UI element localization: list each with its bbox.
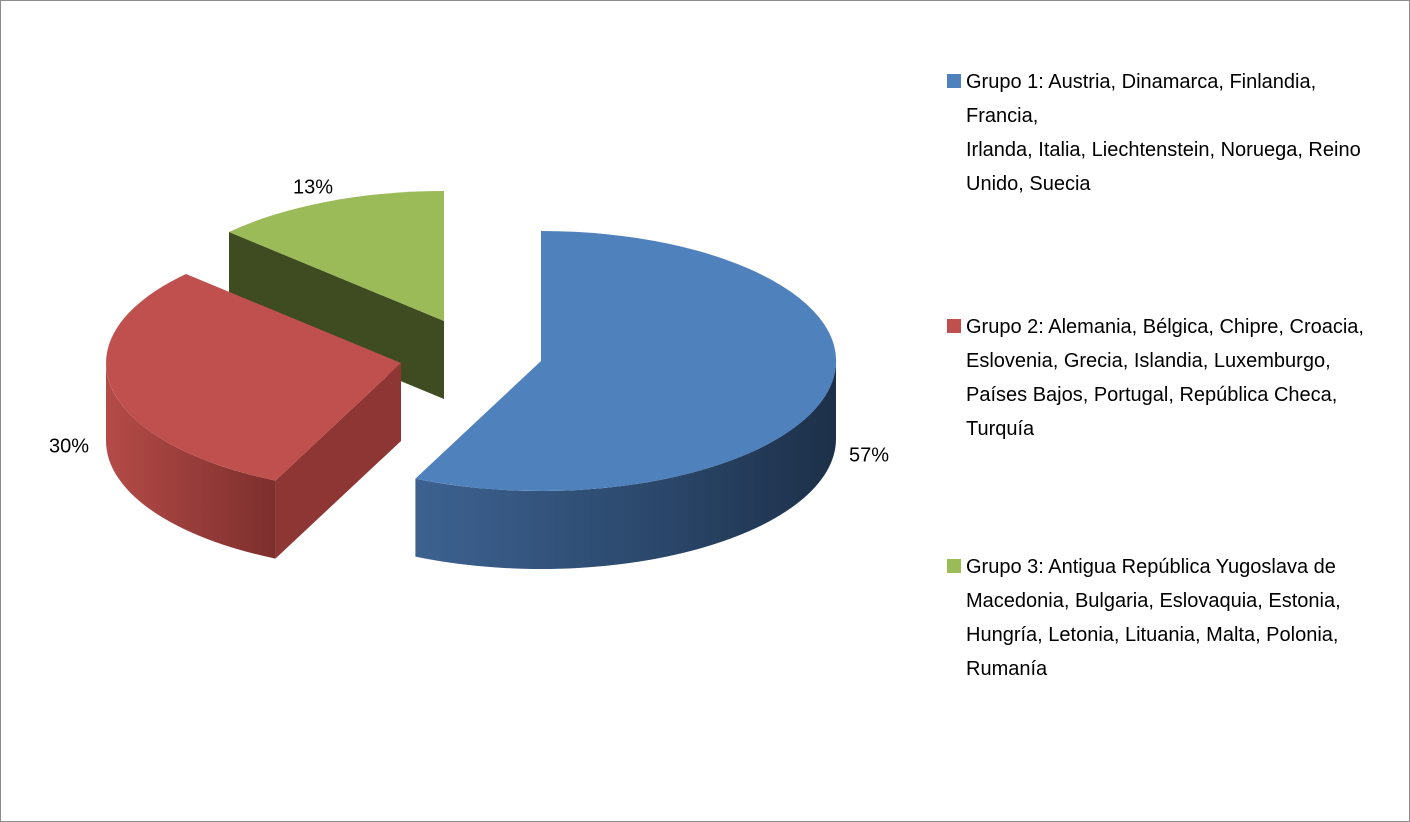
data-label: 13%	[293, 176, 333, 198]
pie-slice	[415, 230, 837, 491]
slice-wall	[229, 232, 444, 399]
slice-wall	[275, 363, 401, 559]
legend-label: Grupo 1: Austria, Dinamarca, Finlandia, …	[966, 71, 1361, 195]
legend-label: Grupo 3: Antigua República Yugoslava de …	[966, 556, 1341, 680]
data-label: 30%	[49, 435, 89, 457]
pie-slice	[106, 274, 402, 481]
slice-side	[415, 361, 836, 569]
data-label: 57%	[849, 444, 889, 466]
legend-swatch	[947, 74, 961, 88]
slice-side	[106, 363, 276, 559]
legend-swatch	[947, 319, 961, 333]
legend-swatch	[947, 559, 961, 573]
legend-label: Grupo 2: Alemania, Bélgica, Chipre, Croa…	[966, 316, 1364, 440]
pie-slice	[229, 191, 444, 321]
